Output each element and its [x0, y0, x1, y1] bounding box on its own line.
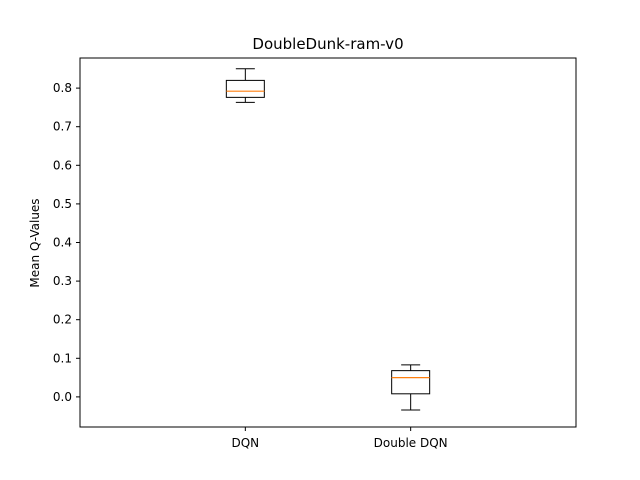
y-tick-label: 0.3 — [53, 274, 72, 288]
x-tick-label: DQN — [231, 436, 259, 450]
y-tick-label: 0.6 — [53, 158, 72, 172]
x-tick-label: Double DQN — [374, 436, 448, 450]
x-axis: DQN Double DQN — [231, 427, 448, 450]
iqr-box — [391, 370, 431, 395]
y-tick-label: 0.1 — [53, 351, 72, 365]
chart-title: DoubleDunk-ram-v0 — [252, 35, 403, 53]
box-series — [225, 68, 431, 411]
box-double-dqn — [391, 364, 431, 411]
iqr-box — [225, 79, 265, 98]
y-tick-label: 0.2 — [53, 313, 72, 327]
y-tick-label: 0.7 — [53, 120, 72, 134]
plot-frame — [79, 57, 577, 428]
y-tick-label: 0.5 — [53, 197, 72, 211]
y-axis: 0.0 0.1 0.2 0.3 0.4 0.5 0.6 0.7 0.8 — [53, 81, 80, 404]
y-tick-label: 0.4 — [53, 236, 72, 250]
y-tick-label: 0.0 — [53, 390, 72, 404]
y-axis-label: Mean Q-Values — [28, 198, 42, 287]
box-dqn — [225, 68, 265, 103]
y-tick-label: 0.8 — [53, 81, 72, 95]
